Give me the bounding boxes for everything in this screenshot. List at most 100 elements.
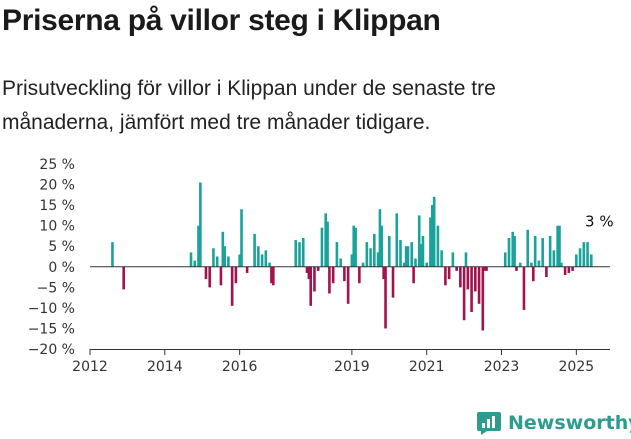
bar [567, 266, 571, 273]
bar [204, 266, 208, 280]
bar [193, 260, 197, 267]
bar [272, 266, 275, 286]
bar [560, 262, 563, 267]
bar [326, 221, 329, 267]
bar [264, 250, 268, 267]
bar [545, 266, 548, 278]
bar [485, 266, 488, 271]
bar [199, 182, 202, 267]
bar [414, 258, 417, 267]
bar [378, 209, 382, 267]
bar [376, 252, 380, 267]
y-tick-label: 15 % [39, 198, 75, 214]
bar [575, 254, 578, 267]
bar [309, 266, 313, 306]
bar [558, 225, 561, 267]
x-tick-label: 2019 [334, 359, 370, 375]
x-tick-label: 2012 [72, 359, 108, 375]
bar [470, 266, 473, 312]
bar [462, 266, 466, 321]
bar [417, 215, 421, 267]
x-axis-ticks: 2012 2014 2016 2019 2021 2023 2025 [72, 349, 594, 375]
y-tick-label: 0 % [48, 260, 75, 276]
bar-chart: 25 % 20 % 15 % 10 % 5 % 0 % −5 % −10 % −15 % −20 … [28, 157, 614, 375]
bar [526, 229, 529, 267]
bar [316, 266, 320, 271]
y-tick-label: −15 % [28, 321, 75, 337]
bar [556, 225, 559, 267]
bar [406, 246, 410, 267]
bar [227, 256, 230, 267]
page-title: Priserna på villor steg i Klippan [2, 4, 441, 37]
bar [324, 213, 327, 267]
bar [518, 262, 522, 267]
bar [571, 266, 574, 271]
bar [234, 266, 238, 284]
bar [369, 248, 372, 267]
bar [365, 242, 369, 267]
x-tick-label: 2016 [222, 359, 258, 375]
bar [230, 266, 234, 306]
bar [189, 252, 193, 267]
bar [513, 235, 516, 267]
bar [481, 266, 485, 331]
bar [301, 238, 305, 267]
bar [313, 266, 316, 292]
bar [466, 266, 470, 290]
bar [331, 266, 335, 284]
bar [335, 242, 339, 267]
bar [215, 256, 219, 267]
bar [339, 258, 342, 267]
bar [343, 266, 346, 282]
bar [354, 227, 357, 267]
bar [455, 266, 458, 271]
bar [197, 225, 200, 267]
x-tick-label: 2025 [559, 359, 595, 375]
bar [563, 266, 567, 275]
bar [589, 254, 593, 267]
bar [459, 266, 462, 288]
bar [432, 196, 436, 267]
bar [305, 266, 309, 273]
bar [212, 248, 215, 267]
bar [412, 266, 415, 284]
brand-logo: Newsworthy [476, 408, 631, 438]
bar [464, 252, 468, 267]
y-tick-label: 25 % [39, 157, 75, 173]
newsworthy-logo-icon [477, 412, 501, 435]
bar [268, 262, 271, 267]
bar [483, 266, 486, 271]
bar [586, 242, 589, 267]
bar [208, 266, 212, 288]
bar [328, 266, 331, 294]
bar [399, 240, 402, 267]
bar-series [111, 182, 593, 331]
bar [515, 266, 518, 271]
y-axis-ticks: 25 % 20 % 15 % 10 % 5 % 0 % −5 % −10 % −15 % −20 … [28, 157, 75, 358]
bar [380, 225, 384, 267]
x-tick-label: 2014 [147, 359, 183, 375]
bar [447, 266, 451, 280]
bar [352, 225, 356, 267]
bar [387, 235, 391, 267]
bar [429, 217, 432, 267]
bar [382, 266, 385, 280]
bar [221, 231, 225, 267]
bar [582, 242, 586, 267]
bar [402, 262, 406, 267]
bar [260, 254, 264, 267]
bar [253, 233, 256, 267]
bar [440, 250, 443, 267]
bar [537, 260, 541, 267]
bar [122, 266, 125, 290]
bar [541, 238, 544, 267]
bar [477, 266, 481, 304]
bar [474, 266, 477, 292]
x-tick-label: 2023 [484, 359, 520, 375]
bar [294, 240, 298, 267]
bar [223, 246, 226, 267]
page-subtitle: Prisutveckling för villor i Klippan unde… [2, 77, 496, 134]
bar [419, 244, 423, 267]
bar [533, 235, 537, 267]
bar [373, 233, 376, 267]
